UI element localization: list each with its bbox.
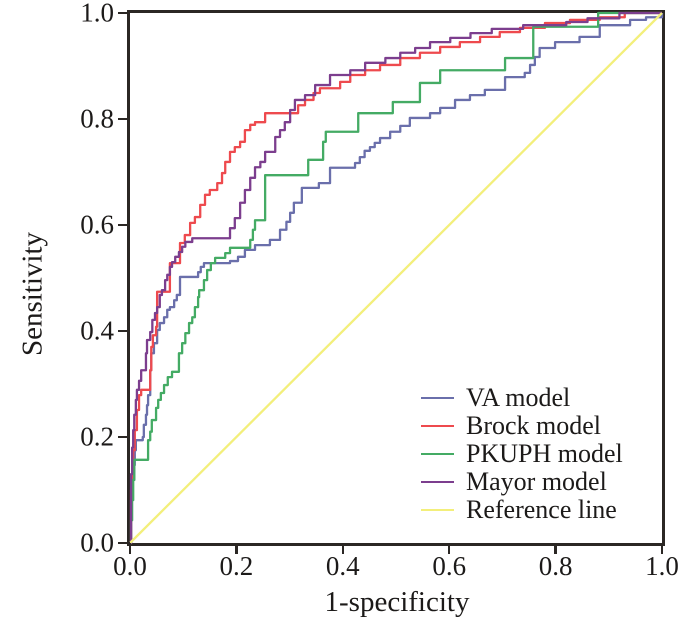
- curve-brock: [129, 11, 662, 545]
- y-tick-0.0: [118, 541, 130, 545]
- legend-item-va: VA model: [421, 384, 623, 412]
- legend-label-pkuph: PKUPH model: [466, 439, 623, 468]
- legend-item-mayor: Mayor model: [421, 468, 623, 496]
- curve-reference: [129, 12, 663, 544]
- x-tick-1.0: [660, 543, 664, 554]
- x-tick-label-0.0: 0.0: [113, 551, 147, 581]
- x-tick-0.8: [554, 543, 557, 554]
- legend: VA model Brock model PKUPH model Mayor m…: [421, 384, 623, 524]
- y-tick-1.0: [118, 11, 130, 15]
- y-tick-label-0.4: 0.4: [80, 315, 114, 346]
- y-tick-label-0.8: 0.8: [80, 103, 114, 134]
- y-tick-0.8: [118, 117, 130, 121]
- x-tick-0.4: [341, 543, 345, 554]
- curve-va: [129, 13, 664, 545]
- legend-item-pkuph: PKUPH model: [421, 440, 623, 468]
- y-tick-label-1.0: 1.0: [80, 0, 114, 28]
- mayor-line-swatch: [421, 480, 454, 484]
- brock-line-swatch: [421, 424, 454, 428]
- y-tick-label-0.0: 0.0: [80, 527, 114, 558]
- legend-item-reference: Reference line: [421, 496, 623, 524]
- x-tick-label-0.6: 0.6: [432, 551, 467, 581]
- legend-label-reference: Reference line: [466, 495, 617, 524]
- legend-label-va: VA model: [466, 383, 571, 412]
- pkuph-line-swatch: [421, 452, 454, 456]
- legend-item-brock: Brock model: [421, 412, 623, 440]
- legend-label-mayor: Mayor model: [466, 467, 607, 496]
- y-tick-label-0.2: 0.2: [80, 421, 114, 452]
- roc-curves-canvas: [129, 11, 664, 545]
- y-tick-label-0.6: 0.6: [80, 209, 114, 240]
- x-tick-label-1.0: 1.0: [645, 551, 679, 581]
- x-tick-0.6: [447, 543, 451, 554]
- plot-area: [118, 10, 665, 554]
- x-axis-title: 1-specificity: [324, 586, 470, 618]
- y-tick-0.6: [118, 223, 130, 227]
- va-line-swatch: [421, 396, 454, 400]
- reference-line-swatch: [421, 508, 454, 512]
- x-tick-0.0: [128, 543, 132, 554]
- curve-pkuph: [129, 11, 662, 545]
- x-tick-label-0.2: 0.2: [219, 551, 254, 581]
- x-tick-label-0.4: 0.4: [325, 551, 360, 581]
- y-tick-0.4: [118, 329, 130, 333]
- legend-label-brock: Brock model: [466, 411, 602, 440]
- x-tick-0.2: [235, 543, 238, 554]
- curve-mayor: [129, 11, 662, 545]
- y-tick-0.2: [118, 435, 130, 439]
- y-axis-title: Sensitivity: [16, 231, 49, 357]
- x-tick-label-0.8: 0.8: [538, 551, 573, 581]
